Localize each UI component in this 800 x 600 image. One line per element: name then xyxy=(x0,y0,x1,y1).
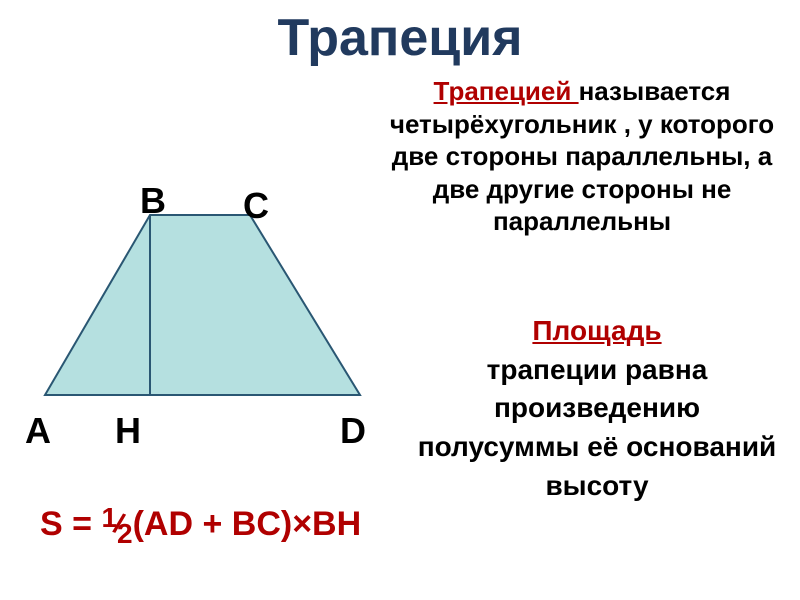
formula-fraction: 1/2 xyxy=(101,510,132,542)
definition-term: Трапецией xyxy=(434,76,579,106)
vertex-b: B xyxy=(140,180,166,222)
formula-lhs: S = xyxy=(40,505,101,543)
trapezoid-shape xyxy=(45,215,360,395)
formula: S = 1/2(AD + BС)×BH xyxy=(40,505,361,544)
area-title: Площадь xyxy=(532,315,661,346)
page-title: Трапеция xyxy=(0,0,800,68)
vertex-c: C xyxy=(243,185,269,227)
area-body: трапеции равна произведению полусуммы её… xyxy=(418,354,777,501)
vertex-a: A xyxy=(25,410,51,452)
area-block: Площадь трапеции равна произведению полу… xyxy=(412,312,782,505)
definition-block: Трапецией называется четырёхугольник , у… xyxy=(382,75,782,238)
trapezoid-svg xyxy=(25,175,395,435)
title-text: Трапеция xyxy=(277,9,522,67)
formula-rhs: (AD + BС)×BH xyxy=(133,505,362,543)
trapezoid-diagram: A B C D H xyxy=(25,175,395,465)
formula-denominator: 2 xyxy=(117,518,133,549)
vertex-d: D xyxy=(340,410,366,452)
vertex-h: H xyxy=(115,410,141,452)
